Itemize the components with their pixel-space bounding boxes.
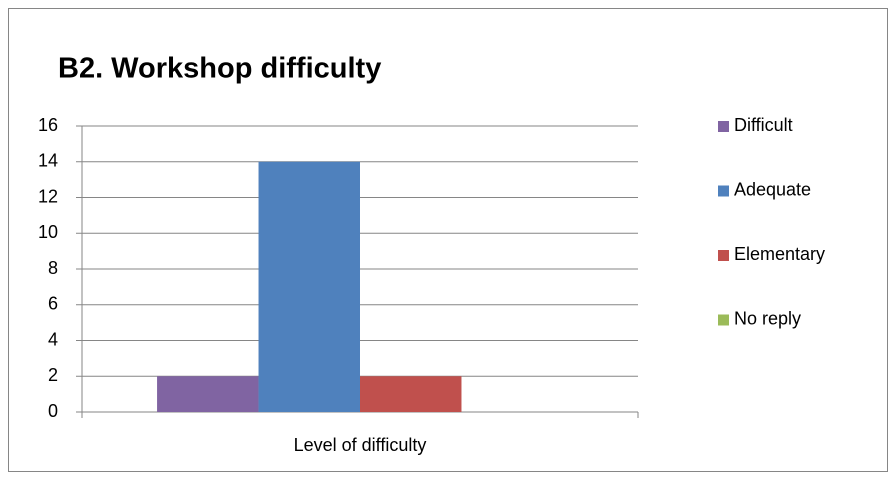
y-tick-label: 4 bbox=[48, 329, 58, 349]
y-tick-label: 2 bbox=[48, 365, 58, 385]
legend-swatch bbox=[718, 314, 729, 326]
y-tick-label: 14 bbox=[38, 151, 58, 171]
y-tick-label: 8 bbox=[48, 258, 58, 278]
y-tick-label: 16 bbox=[38, 115, 58, 135]
y-tick-label: 6 bbox=[48, 294, 58, 314]
legend-swatch bbox=[718, 121, 729, 132]
legend-label: Adequate bbox=[734, 179, 811, 199]
bar bbox=[157, 376, 259, 412]
y-tick-label: 10 bbox=[38, 222, 58, 242]
chart-title: B2. Workshop difficulty bbox=[58, 53, 381, 85]
legend-swatch bbox=[718, 185, 729, 197]
bar bbox=[360, 376, 462, 412]
bar bbox=[258, 161, 360, 412]
x-tick-label: Level of difficulty bbox=[294, 435, 427, 455]
legend-swatch bbox=[718, 250, 729, 261]
legend-label: Elementary bbox=[734, 244, 825, 264]
y-tick-label: 12 bbox=[38, 186, 58, 206]
legend-label: Difficult bbox=[734, 115, 793, 135]
legend-label: No reply bbox=[734, 308, 801, 328]
y-tick-label: 0 bbox=[48, 401, 58, 421]
